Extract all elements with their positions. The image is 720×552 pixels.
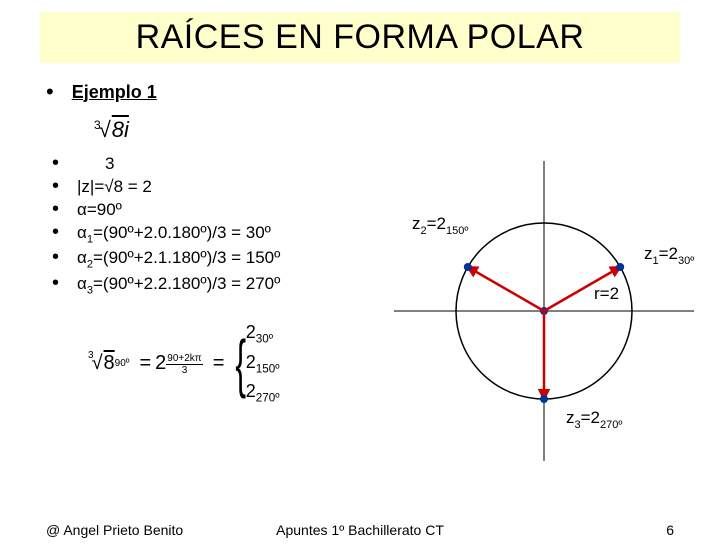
alpha-rest: =(90º+2.1.180º)/3 = 150º	[93, 248, 280, 267]
bullet-icon: •	[52, 176, 59, 196]
alpha: α	[77, 248, 87, 267]
brace-item-2: 2150º	[246, 352, 280, 376]
footer: @ Angel Prieto Benito Apuntes 1º Bachill…	[0, 522, 720, 538]
content-area: • Ejemplo 1 3√8i • 3 • |z|=√8 = 2 • α=90…	[0, 63, 720, 405]
page-title: RAÍCES EN FORMA POLAR	[50, 18, 670, 57]
svg-text:z3=2270º: z3=2270º	[566, 408, 622, 431]
brace-item-3: 2270º	[246, 381, 280, 405]
calc-text: α=90º	[77, 200, 122, 220]
roots-diagram: r=2 z1=230º z2=2150º z3=2270º	[394, 161, 694, 461]
title-banner: RAÍCES EN FORMA POLAR	[40, 12, 680, 63]
svg-text:z2=2150º: z2=2150º	[412, 214, 468, 237]
equals-icon: =	[213, 352, 225, 375]
calc-text: |z|=√8 = 2	[77, 177, 152, 197]
bullet-icon: •	[52, 247, 59, 267]
brace-sub: 150º	[256, 362, 280, 375]
calc-text: 3	[77, 154, 114, 174]
example-label: Ejemplo 1	[72, 82, 157, 103]
diagram-svg: r=2 z1=230º z2=2150º z3=2270º	[394, 161, 694, 461]
bullet-icon: •	[52, 273, 59, 293]
result-lhs: 3√890º	[88, 352, 129, 375]
brace-main: 2	[246, 322, 256, 342]
radical-index: 3	[94, 118, 101, 132]
frac-den: 3	[182, 365, 188, 376]
radical-expression: 3√8i	[94, 117, 674, 143]
alpha: α	[77, 274, 87, 293]
radicand: 8i	[111, 117, 129, 142]
brace-sub: 30º	[256, 333, 273, 346]
result-mid: 290+2kπ3	[155, 351, 203, 376]
brace-item-1: 230º	[246, 322, 280, 346]
footer-page-number: 6	[666, 522, 674, 538]
brace-group: { 230º 2150º 2270º	[230, 322, 279, 405]
svg-text:r=2: r=2	[594, 284, 619, 303]
footer-author: @ Angel Prieto Benito	[46, 522, 183, 538]
brace-main: 2	[246, 381, 256, 401]
calc-text: α2=(90º+2.1.180º)/3 = 150º	[77, 248, 280, 270]
brace-items: 230º 2150º 2270º	[246, 322, 280, 405]
radicand: 8	[103, 352, 115, 375]
mid-main: 2	[155, 352, 166, 375]
equals-icon: =	[139, 352, 151, 375]
alpha-rest: =(90º+2.2.180º)/3 = 270º	[93, 274, 280, 293]
bullet-icon: •	[52, 222, 59, 242]
calc-text: α1=(90º+2.0.180º)/3 = 30º	[77, 223, 271, 245]
example-heading-row: • Ejemplo 1	[46, 81, 674, 103]
alpha-rest: =(90º+2.0.180º)/3 = 30º	[93, 223, 271, 242]
mid-frac: 90+2kπ3	[166, 351, 202, 376]
bullet-icon: •	[46, 81, 54, 103]
radical-index: 3	[88, 350, 94, 361]
calc-text: α3=(90º+2.2.180º)/3 = 270º	[77, 274, 280, 296]
brace-main: 2	[246, 352, 256, 372]
bullet-icon: •	[52, 153, 59, 173]
svg-text:z1=230º: z1=230º	[644, 244, 694, 267]
bullet-icon: •	[52, 199, 59, 219]
alpha: α	[77, 223, 87, 242]
lhs-sub: 90º	[115, 358, 130, 369]
brace-sub: 270º	[256, 392, 280, 405]
frac-num: 90+2kπ	[166, 354, 202, 365]
footer-center: Apuntes 1º Bachillerato CT	[276, 522, 444, 538]
brace-icon: {	[236, 338, 247, 389]
